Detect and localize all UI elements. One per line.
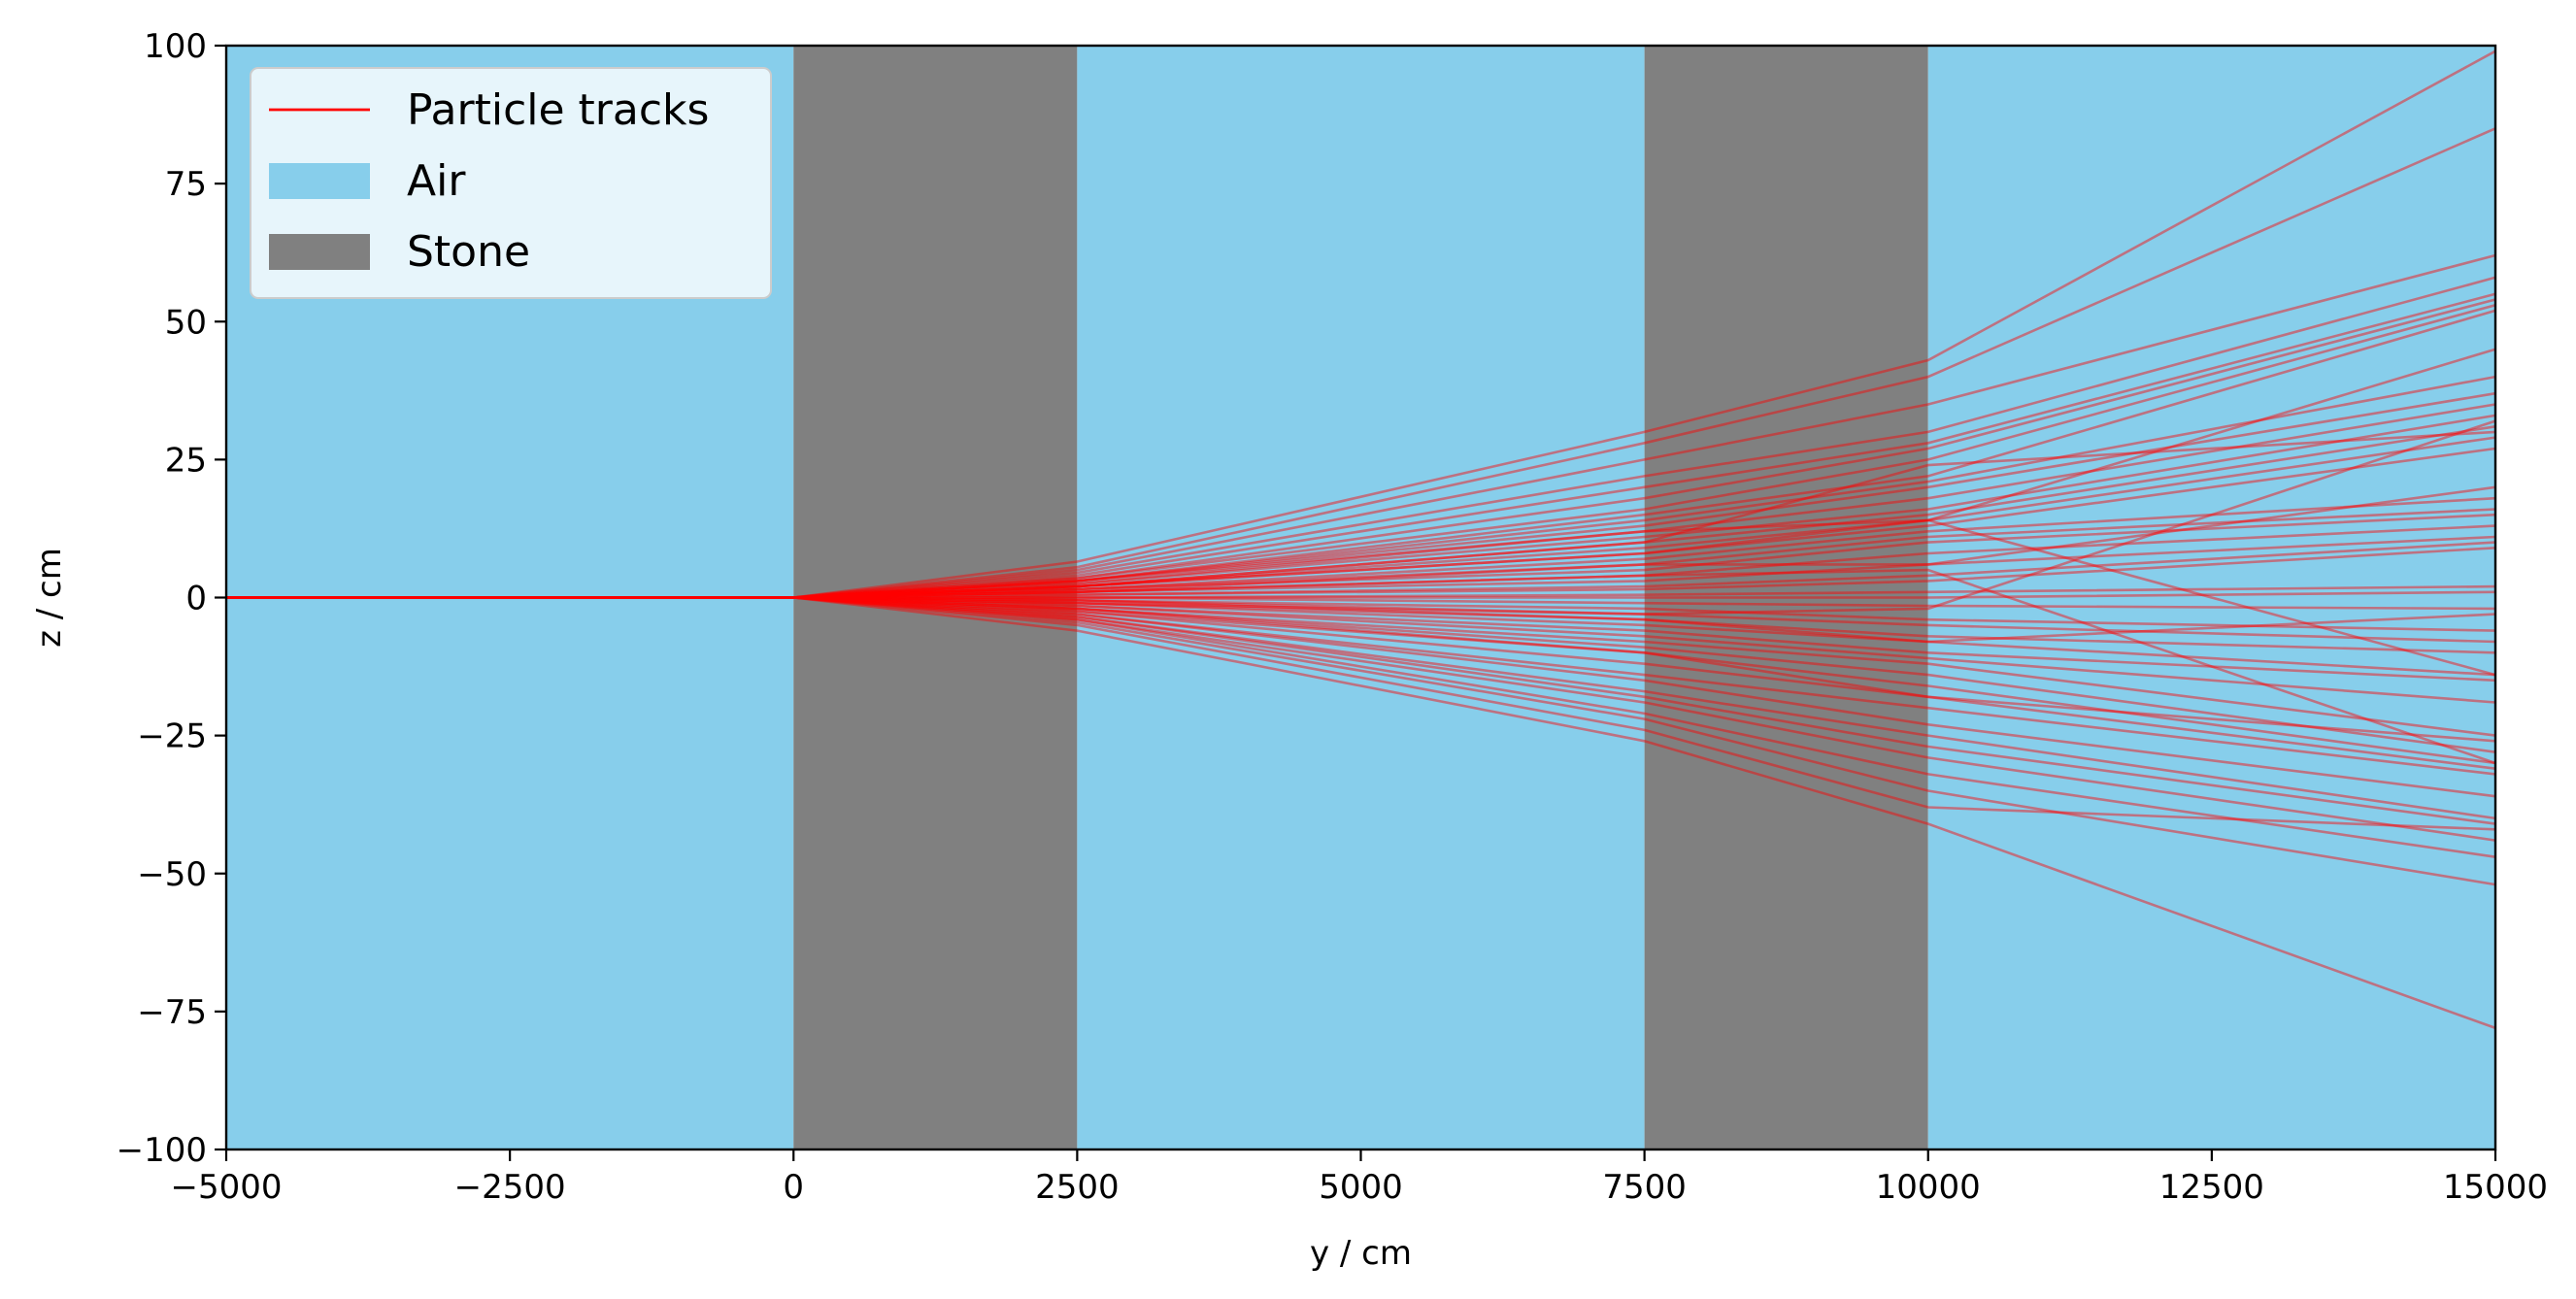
y-tick-label: 100: [144, 27, 207, 66]
legend-label: Particle tracks: [407, 85, 709, 135]
particle-track-36: [226, 596, 2496, 798]
legend-swatch-stone: [269, 234, 370, 270]
particle-track-10: [226, 403, 2496, 599]
particle-tracks: [226, 50, 2496, 1030]
y-tick-label: 75: [165, 165, 207, 204]
region-air-4: [1927, 46, 2495, 1149]
particle-track-9: [226, 391, 2496, 599]
particle-track-46: [226, 419, 2496, 616]
region-stone-3: [1644, 46, 1928, 1149]
particle-track-5: [226, 298, 2496, 599]
particle-track-35: [226, 596, 2496, 776]
particle-track-41: [226, 596, 2496, 886]
particle-track-47: [226, 348, 2496, 599]
x-axis-label: y / cm: [1310, 1234, 1412, 1273]
particle-track-44: [226, 518, 2496, 677]
legend-label: Stone: [407, 227, 530, 277]
particle-track-13: [226, 436, 2496, 599]
legend: Particle tracks Air Stone: [250, 67, 772, 299]
y-tick-label: 50: [165, 303, 207, 342]
x-tick-label: −2500: [454, 1168, 566, 1207]
particle-track-15: [226, 496, 2496, 599]
legend-swatch-air: [269, 163, 370, 199]
particle-track-25: [226, 596, 2496, 632]
particle-track-48: [226, 596, 2496, 743]
particle-track-34: [226, 596, 2496, 770]
x-tick-label: 5000: [1319, 1168, 1403, 1207]
x-tick-label: 15000: [2443, 1168, 2548, 1207]
particle-track-6: [226, 303, 2496, 599]
region-air-2: [1077, 46, 1645, 1149]
particle-track-29: [226, 596, 2496, 683]
x-tick-label: 2500: [1035, 1168, 1120, 1207]
particle-track-51: [226, 430, 2496, 599]
y-tick-label: 25: [165, 441, 207, 480]
particle-track-1: [226, 127, 2496, 599]
particle-track-3: [226, 276, 2496, 599]
y-tick-label: −50: [137, 855, 207, 894]
particle-track-11: [226, 414, 2496, 599]
particle-track-7: [226, 309, 2496, 599]
y-tick-label: −100: [117, 1131, 207, 1170]
y-axis-label: z / cm: [30, 548, 69, 648]
region-stone-1: [793, 46, 1078, 1149]
particle-track-26: [226, 596, 2496, 644]
particle-track-32: [226, 596, 2496, 753]
particle-track-17: [226, 513, 2496, 599]
particle-track-43: [226, 596, 2496, 1030]
x-tick-label: 10000: [1876, 1168, 1981, 1207]
legend-box: [250, 67, 772, 299]
particle-track-12: [226, 425, 2496, 599]
particle-track-50: [226, 596, 2496, 644]
particle-track-38: [226, 596, 2496, 825]
particle-track-31: [226, 596, 2496, 737]
particle-track-28: [226, 596, 2496, 677]
particle-track-49: [226, 485, 2496, 599]
particle-track-42: [226, 596, 2496, 831]
particle-track-16: [226, 508, 2496, 599]
x-tick-label: 0: [783, 1168, 804, 1207]
particle-track-23: [226, 590, 2496, 599]
particle-track-0: [226, 50, 2496, 599]
particle-track-8: [226, 375, 2496, 599]
particle-track-19: [226, 535, 2496, 599]
particle-track-24: [226, 596, 2496, 611]
x-tick-label: 12500: [2159, 1168, 2264, 1207]
x-tick-label: 7500: [1602, 1168, 1687, 1207]
particle-track-20: [226, 541, 2496, 599]
x-axis-ticks: −5000 −2500 0 2500 5000 7500 10000 12500 15000: [170, 1149, 2548, 1207]
particle-track-37: [226, 596, 2496, 820]
particle-track-4: [226, 292, 2496, 599]
particle-track-2: [226, 253, 2496, 599]
particle-track-30: [226, 596, 2496, 704]
particle-track-39: [226, 596, 2496, 842]
particle-track-14: [226, 447, 2496, 599]
particle-track-45: [226, 568, 2496, 765]
particle-track-18: [226, 524, 2496, 599]
x-tick-label: −5000: [170, 1168, 282, 1207]
y-axis-ticks: 100 75 50 25 0 −25 −50 −75 −100: [117, 27, 226, 1170]
y-tick-label: −75: [137, 993, 207, 1032]
particle-track-21: [226, 547, 2496, 599]
particle-track-27: [226, 596, 2496, 654]
y-tick-label: 0: [185, 580, 207, 618]
particle-track-33: [226, 596, 2496, 765]
particle-track-40: [226, 596, 2496, 858]
particle-track-22: [226, 584, 2496, 599]
y-tick-label: −25: [137, 717, 207, 756]
legend-label: Air: [407, 156, 466, 206]
